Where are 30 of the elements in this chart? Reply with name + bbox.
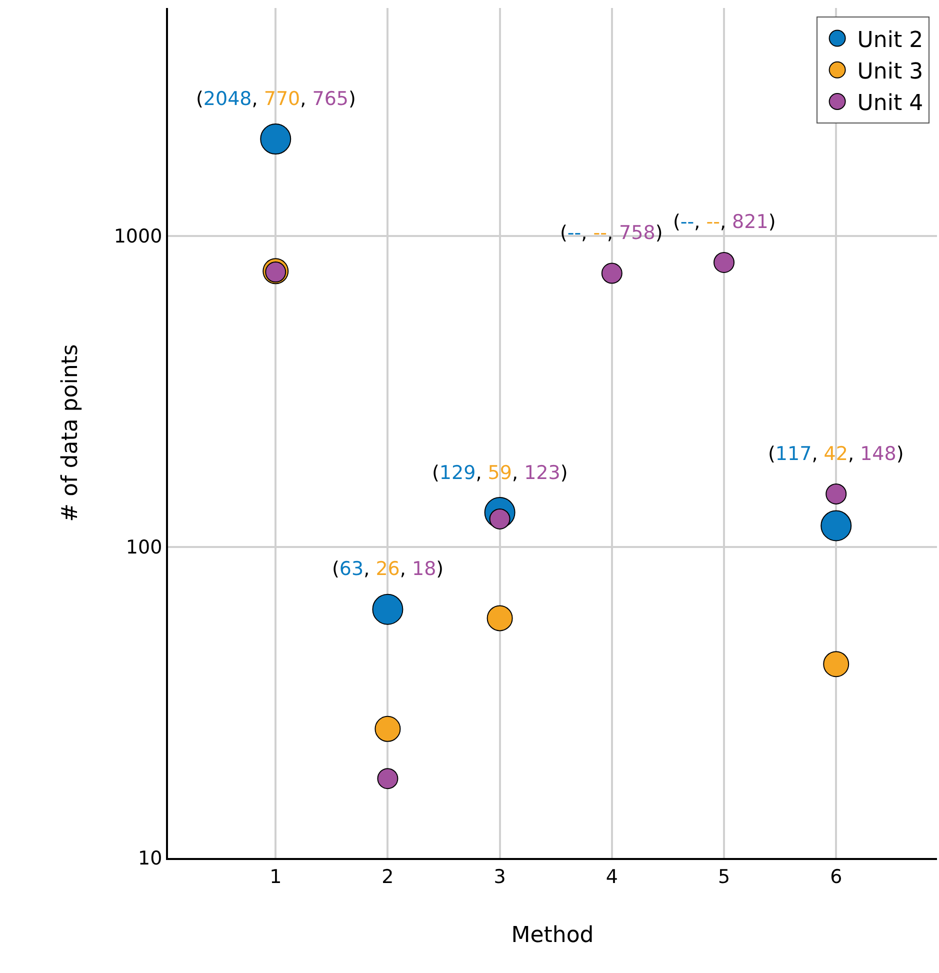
point — [374, 716, 401, 742]
point — [714, 252, 735, 273]
annotation: (63, 26, 18) — [332, 558, 444, 580]
annotation: (117, 42, 148) — [768, 443, 904, 465]
annotation: (--, --, 821) — [673, 211, 776, 233]
point — [372, 594, 404, 625]
point — [377, 768, 398, 790]
x-tick-label: 5 — [718, 866, 730, 888]
x-tick-label: 4 — [606, 866, 618, 888]
x-tick-label: 1 — [270, 866, 282, 888]
annotation: (2048, 770, 765) — [196, 88, 356, 110]
annotation: (--, --, 758) — [560, 222, 663, 244]
y-axis-title: # of data points — [58, 344, 84, 522]
point — [820, 510, 852, 542]
legend-label: Unit 2 — [857, 28, 924, 53]
annotation: (129, 59, 123) — [432, 462, 568, 484]
legend-label: Unit 4 — [857, 91, 924, 116]
point — [601, 262, 622, 284]
x-tick-label: 6 — [830, 866, 842, 888]
y-tick-label: 100 — [126, 536, 162, 559]
x-axis-title: Method — [511, 923, 594, 948]
point — [486, 605, 513, 632]
y-tick-label: 1000 — [114, 225, 162, 248]
y-tick-label: 10 — [138, 848, 162, 870]
point — [826, 483, 847, 504]
x-tick-label: 2 — [382, 866, 394, 888]
point — [823, 651, 850, 678]
legend-label: Unit 3 — [857, 59, 924, 84]
point — [260, 123, 292, 154]
x-tick-label: 3 — [494, 866, 506, 888]
